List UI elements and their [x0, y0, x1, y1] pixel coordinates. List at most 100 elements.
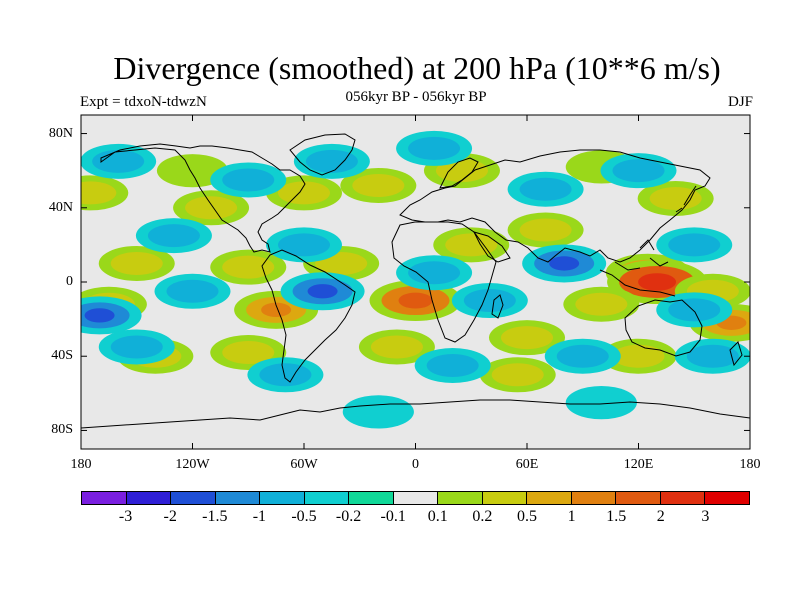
anomaly-core: [612, 159, 665, 183]
anomaly-peak: [549, 256, 580, 271]
colorbar-swatch: [438, 492, 483, 504]
coastline-layer: [81, 133, 750, 429]
plot-subtitle: 056kyr BP - 056kyr BP: [345, 89, 487, 105]
anomaly-core: [519, 177, 572, 201]
anomaly-core: [519, 218, 572, 242]
colorbar-label: -1: [252, 508, 267, 525]
anomaly-core: [491, 363, 544, 387]
colorbar-swatch: [215, 492, 261, 504]
colorbar-label: 1: [567, 508, 576, 525]
coastline-scandinavia: [439, 157, 479, 189]
anomaly-core: [354, 401, 402, 423]
colorbar-label: 3: [701, 508, 710, 525]
plot-title: Divergence (smoothed) at 200 hPa (10**6 …: [113, 50, 721, 86]
anomaly-field-layer: [81, 130, 750, 429]
y-tick-label: 40N: [48, 199, 73, 215]
colorbar-swatch: [171, 492, 216, 504]
coastline-madagascar: [491, 294, 504, 319]
anomaly-core: [575, 292, 628, 316]
colorbar-label: -3: [118, 508, 133, 525]
coastline-new-zealand: [729, 341, 743, 367]
anomaly-core: [222, 341, 275, 365]
coastline-north-america: [100, 143, 306, 253]
axis-ticks: [80, 115, 751, 449]
colorbar-swatch: [260, 492, 305, 504]
y-tick-label: 0: [66, 274, 73, 289]
y-tick-label: 40S: [51, 348, 73, 364]
x-tick-label: 120E: [623, 457, 654, 472]
colorbar-swatch: [527, 492, 572, 504]
colorbar-swatch: [393, 492, 439, 504]
anomaly-core: [278, 233, 330, 257]
colorbar-swatch: [304, 492, 350, 504]
x-tick-label: 180: [70, 457, 92, 472]
anomaly-core: [147, 224, 200, 248]
y-tick-label: 80S: [51, 422, 73, 438]
colorbar-label: 0.5: [517, 508, 537, 525]
colorbar-swatch: [705, 492, 749, 504]
colorbar-label: -0.2: [335, 508, 362, 525]
anomaly-peak: [638, 273, 677, 291]
anomaly-core: [556, 344, 609, 368]
anomaly-core: [278, 181, 330, 205]
anomaly-peak: [398, 292, 433, 309]
colorbar-swatch: [482, 492, 528, 504]
coastline-eurasia: [399, 149, 711, 263]
anomaly-core: [612, 344, 665, 368]
anomaly-core: [222, 255, 275, 279]
colorbar-label: 0.1: [427, 508, 448, 525]
anomaly-peak: [307, 284, 338, 299]
anomaly-core: [92, 149, 145, 173]
coastline-south-america: [261, 249, 356, 383]
coastline-australia: [624, 299, 703, 357]
anomaly-core: [370, 335, 423, 359]
anomaly-core: [668, 298, 721, 322]
anomaly-core: [168, 160, 217, 182]
anomaly-core: [222, 168, 275, 192]
x-tick-label: 60W: [290, 457, 318, 472]
coastline-greenland: [289, 133, 356, 176]
y-tick-label: 80N: [48, 125, 73, 141]
x-tick-label: 120W: [175, 457, 210, 472]
x-tick-label: 60E: [515, 457, 539, 472]
coastline-indonesia: [599, 239, 676, 297]
colorbar-label: -0.5: [291, 508, 317, 525]
anomaly-core: [185, 196, 238, 220]
colorbar-swatch: [571, 492, 617, 504]
experiment-label: Expt = tdxoN-tdwzN: [80, 94, 207, 110]
coastline-antarctica: [81, 399, 750, 429]
colorbar-label: 0.2: [472, 508, 493, 525]
anomaly-core: [668, 233, 721, 257]
season-label: DJF: [727, 94, 753, 110]
anomaly-core: [649, 187, 702, 210]
colorbar-label: -1.5: [202, 508, 228, 525]
coastline-africa: [391, 221, 497, 343]
colorbar-label: -0.1: [380, 508, 406, 525]
anomaly-peak: [261, 302, 292, 317]
anomaly-core: [577, 392, 625, 414]
coastline-japan: [675, 185, 697, 213]
colorbar-swatch: [82, 492, 127, 504]
anomaly-core: [259, 363, 312, 387]
anomaly-core: [426, 354, 479, 377]
anomaly-core: [408, 136, 461, 160]
map-frame: [80, 114, 751, 450]
anomaly-core: [463, 289, 516, 313]
colorbar-swatch: [349, 492, 394, 504]
coastline-arabia: [473, 231, 511, 263]
anomaly-core: [352, 174, 405, 198]
anomaly-core: [501, 326, 553, 350]
anomaly-core: [110, 251, 163, 275]
x-tick-label: 180: [739, 457, 761, 472]
anomaly-peak: [84, 308, 115, 323]
anomaly-core: [305, 149, 358, 173]
anomaly-core: [166, 279, 219, 303]
colorbar-label: -2: [163, 508, 177, 525]
colorbar-swatch: [126, 492, 172, 504]
anomaly-core: [435, 159, 488, 183]
anomaly-core: [110, 335, 163, 359]
colorbar-label: 1.5: [606, 508, 627, 525]
anomaly-core: [408, 261, 461, 285]
colorbar-swatch: [660, 492, 706, 504]
